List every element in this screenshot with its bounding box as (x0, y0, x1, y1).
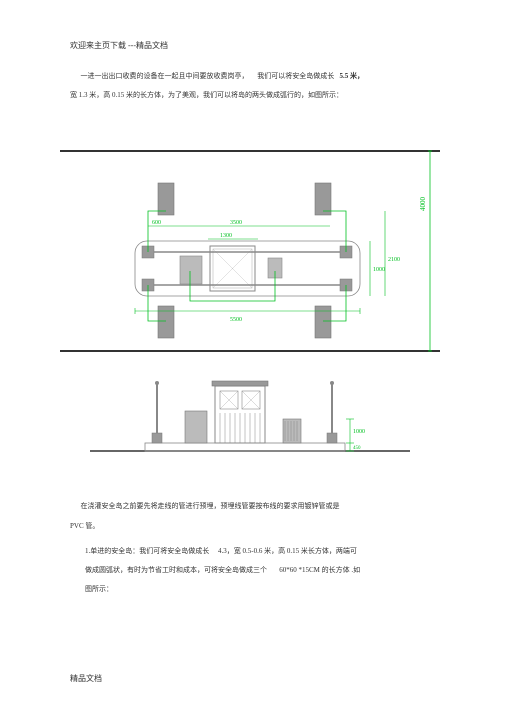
paragraph-2: 宽 1.3 米，高 0.15 米的长方体，为了美观，我们可以将岛的两头做成弧行的… (70, 90, 435, 101)
diagram-svg: 4000 (30, 111, 470, 491)
paragraph-6: 图所示： (85, 584, 435, 595)
dim-5500: 5500 (230, 317, 242, 323)
dim-1000-r: 1000 (373, 267, 385, 273)
island-elevation (145, 443, 345, 451)
page-header: 欢迎来主页下载 ---精品文档 (70, 40, 435, 51)
dim-4000: 4000 (419, 197, 427, 212)
equipment-elevation-right (283, 419, 301, 443)
p5-text-a: 做成圆弧状，有时为节省工时和成本，可将安全岛做成三个 (85, 566, 267, 574)
dim-600: 600 (152, 220, 161, 226)
dim-1300: 1300 (220, 233, 232, 239)
equip-top-left (158, 183, 174, 215)
paragraph-3b: PVC 管。 (70, 521, 435, 532)
barrier-base-elev-left (152, 433, 162, 443)
p1-text-b: 我们可以将安全岛做成长 (257, 72, 334, 80)
paragraph-3: 在浇灌安全岛之前要先将走线的管进行预埋，预埋线管要按布线的要求用镀锌管或是 (70, 501, 435, 512)
technical-diagram: 4000 (30, 111, 475, 491)
dim-elev-450: 450 (353, 446, 361, 451)
wire-center (190, 271, 275, 301)
dim-2100: 2100 (388, 257, 400, 263)
equip-top-right (315, 183, 331, 215)
p1-text-c: 5.5 米， (340, 72, 365, 80)
p4-text-b: 4.3，宽 0.5-0.6 米，高 0.15 米长方体，两端可 (218, 547, 357, 555)
control-cabinet (180, 256, 202, 284)
p5-text-b: 60*60 *15CM 的长方体 .如 (279, 566, 360, 574)
p1-text-a: 一进一出出口收费的设备在一起且中间要放收费岗亭， (81, 72, 249, 80)
paragraph-1: 一进一出出口收费的设备在一起且中间要放收费岗亭， 我们可以将安全岛做成长 5.5… (70, 71, 435, 82)
barrier-base-elev-right (327, 433, 337, 443)
cabinet-elevation-left (185, 411, 207, 443)
p3-text-a: 在浇灌安全岛之前要先将走线的管进行预埋，预埋线管要按布线的要求用镀锌管或是 (81, 502, 340, 510)
page-footer: 精品文档 (70, 673, 102, 684)
p4-text-a: 1.单进的安全岛：我们可将安全岛做成长 (85, 547, 209, 555)
dim-3500: 3500 (230, 220, 242, 226)
dim-elev-1000: 1000 (353, 429, 365, 435)
paragraph-5: 做成圆弧状，有时为节省工时和成本，可将安全岛做成三个 60*60 *15CM 的… (85, 565, 435, 576)
paragraph-4: 1.单进的安全岛：我们可将安全岛做成长 4.3，宽 0.5-0.6 米，高 0.… (85, 546, 435, 557)
